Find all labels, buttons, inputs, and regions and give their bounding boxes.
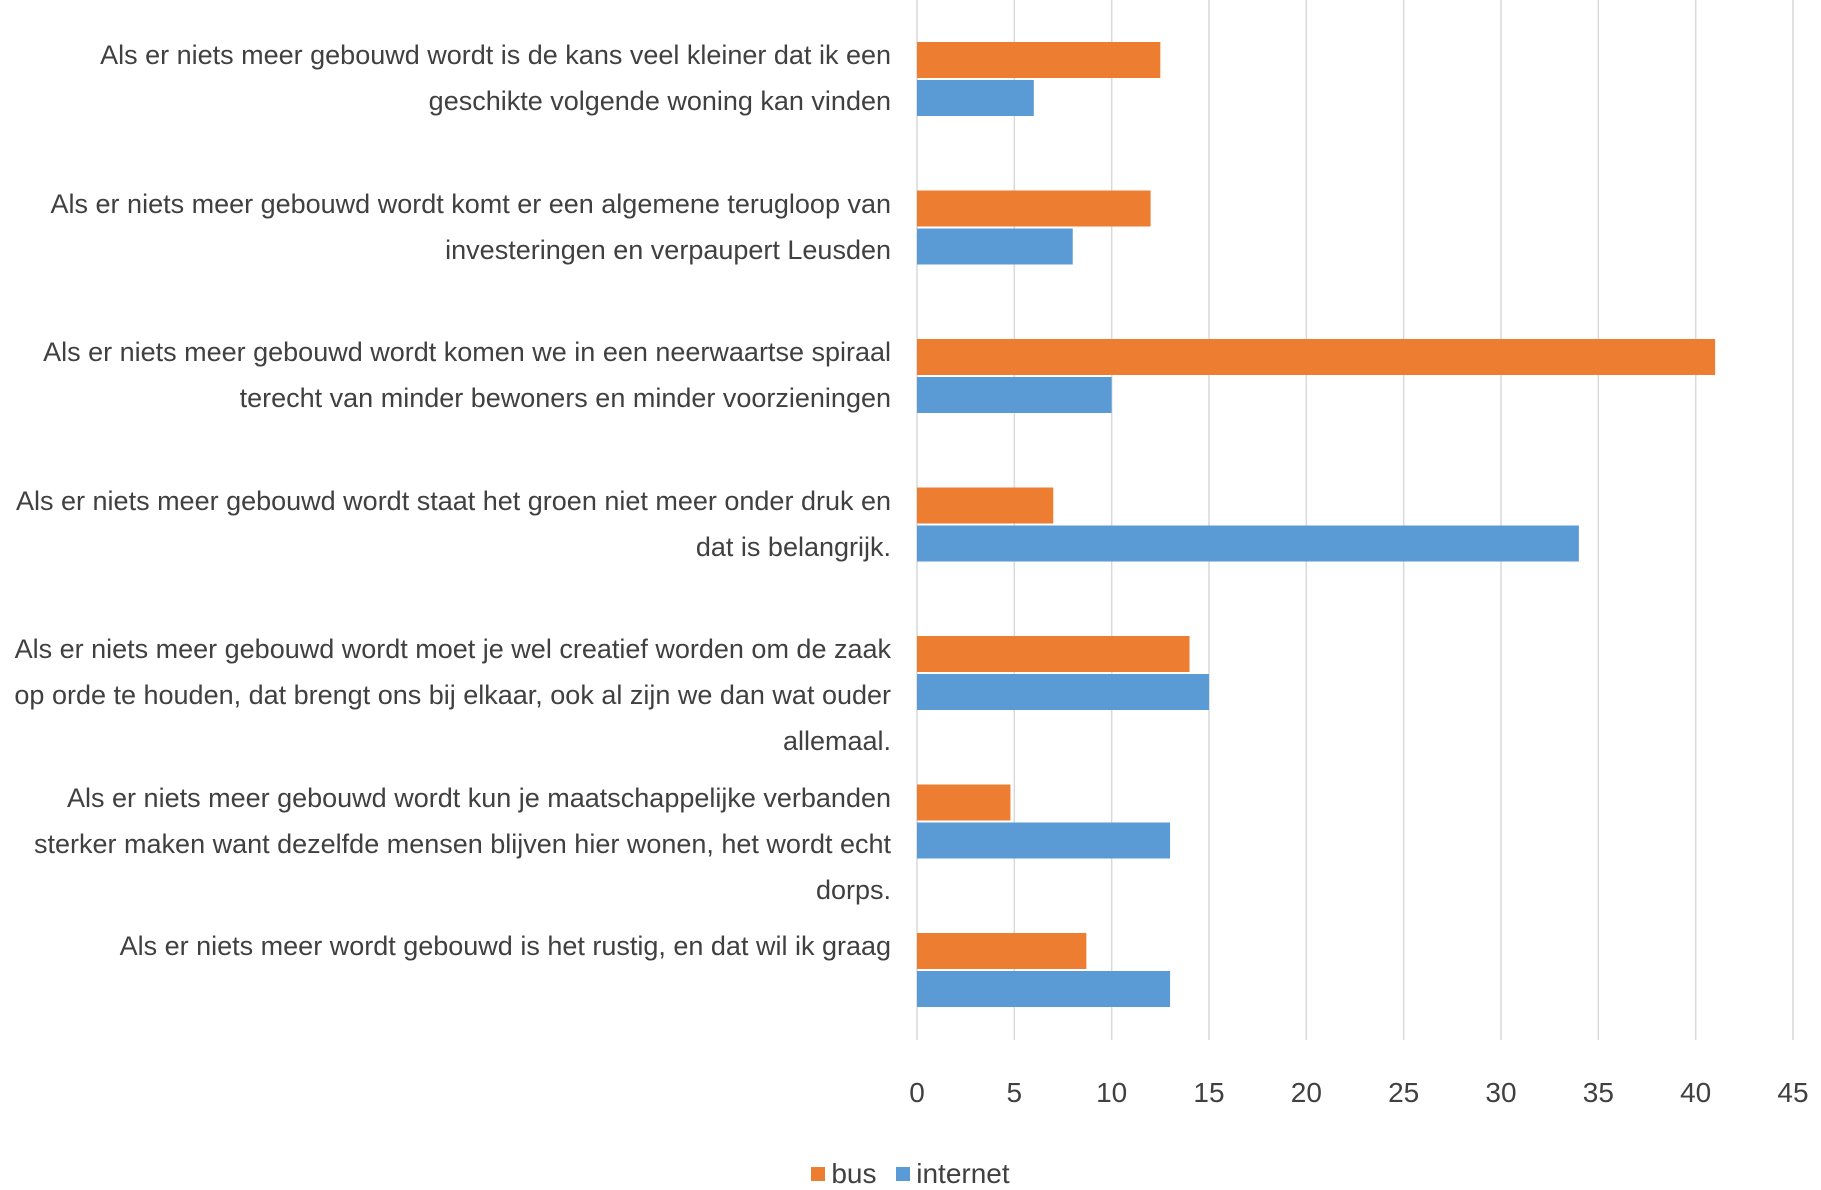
x-tick-label: 45 bbox=[1777, 1077, 1808, 1108]
legend-swatch-internet bbox=[896, 1166, 911, 1181]
legend: bus internet bbox=[0, 1158, 1821, 1190]
bar-bus-7 bbox=[917, 933, 1087, 969]
category-label: Als er niets meer gebouwd wordt komt er … bbox=[50, 188, 891, 265]
bar-internet-4 bbox=[917, 525, 1579, 562]
x-tick-label: 35 bbox=[1583, 1077, 1614, 1108]
bar-internet-6 bbox=[917, 822, 1171, 859]
x-tick-label: 5 bbox=[1007, 1077, 1023, 1108]
bar-internet-3 bbox=[917, 377, 1112, 413]
legend-label-bus: bus bbox=[831, 1158, 877, 1189]
category-label: Als er niets meer gebouwd wordt is de ka… bbox=[100, 40, 891, 116]
bar-bus-6 bbox=[917, 784, 1011, 821]
bar-internet-1 bbox=[917, 80, 1034, 116]
x-tick-label: 20 bbox=[1291, 1077, 1322, 1108]
category-label: Als er niets meer gebouwd wordt moet je … bbox=[14, 634, 891, 756]
x-tick-label: 15 bbox=[1193, 1077, 1224, 1108]
bar-bus-5 bbox=[917, 636, 1190, 672]
bar-internet-2 bbox=[917, 228, 1073, 265]
legend-item-bus: bus bbox=[811, 1158, 876, 1190]
bar-internet-5 bbox=[917, 674, 1209, 710]
bar-bus-2 bbox=[917, 190, 1151, 227]
x-tick-label: 30 bbox=[1485, 1077, 1516, 1108]
x-tick-label: 10 bbox=[1096, 1077, 1127, 1108]
category-label: Als er niets meer gebouwd wordt kun je m… bbox=[34, 782, 891, 905]
category-label: Als er niets meer gebouwd wordt staat he… bbox=[16, 485, 891, 562]
legend-label-internet: internet bbox=[916, 1158, 1010, 1189]
bar-bus-1 bbox=[917, 42, 1161, 78]
bar-bus-4 bbox=[917, 487, 1054, 524]
x-tick-label: 0 bbox=[909, 1077, 925, 1108]
bar-internet-7 bbox=[917, 971, 1171, 1007]
legend-swatch-bus bbox=[811, 1166, 826, 1181]
bar-bus-3 bbox=[917, 339, 1716, 375]
x-tick-label: 40 bbox=[1680, 1077, 1711, 1108]
legend-item-internet: internet bbox=[896, 1158, 1010, 1190]
x-tick-label: 25 bbox=[1388, 1077, 1419, 1108]
category-label: Als er niets meer wordt gebouwd is het r… bbox=[119, 931, 891, 961]
category-label: Als er niets meer gebouwd wordt komen we… bbox=[43, 337, 891, 413]
